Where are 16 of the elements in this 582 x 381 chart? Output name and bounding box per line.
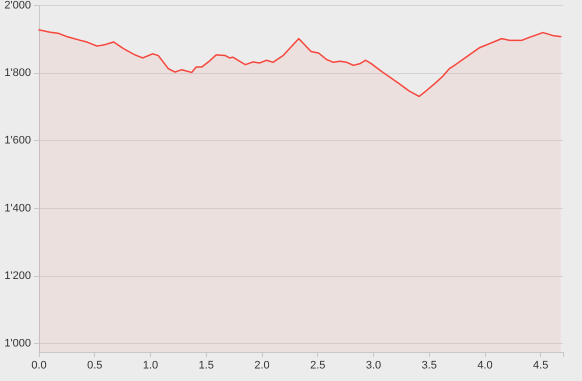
x-tick-label: 0.0 bbox=[31, 360, 47, 372]
x-tick-label: 4.5 bbox=[533, 360, 548, 372]
y-tick-label: 2'000 bbox=[4, 0, 31, 12]
y-tick-label: 1'200 bbox=[4, 270, 31, 282]
x-tick-label: 4.0 bbox=[477, 360, 493, 372]
y-tick-label: 1'400 bbox=[4, 202, 31, 214]
x-tick-label: 1.5 bbox=[198, 360, 214, 372]
x-tick-label: 2.5 bbox=[310, 360, 326, 372]
y-tick-label: 1'800 bbox=[4, 67, 31, 80]
y-tick-label: 1'000 bbox=[4, 338, 31, 350]
x-tick-label: 3.5 bbox=[422, 360, 437, 372]
x-tick-label: 3.0 bbox=[366, 360, 382, 372]
x-tick-label: 0.5 bbox=[87, 360, 102, 372]
x-tick-label: 2.0 bbox=[254, 360, 270, 372]
x-tick-label: 1.0 bbox=[142, 360, 158, 372]
y-tick-label: 1'600 bbox=[4, 134, 31, 147]
